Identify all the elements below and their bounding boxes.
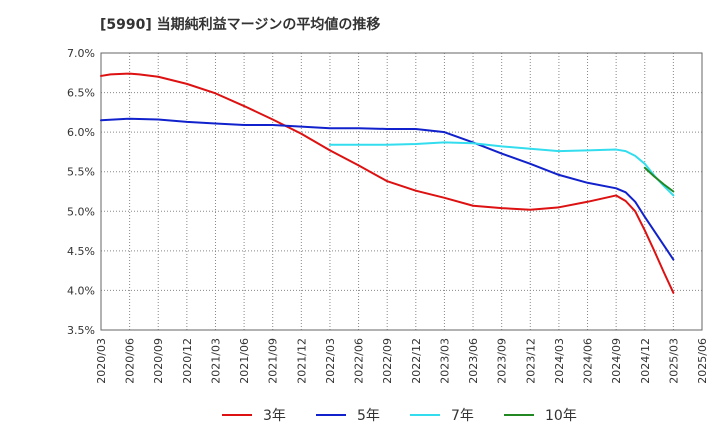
series-line-3年 — [100, 72, 675, 294]
y-tick-label: 5.0% — [67, 205, 95, 218]
x-tick-label: 2020/03 — [95, 338, 108, 384]
axis-layer: 3.5% 4.0% 4.5% 5.0% 5.5% 6.0% 6.5% 7.0% 2020/03 2… — [67, 47, 709, 384]
x-tick-label: 2021/03 — [209, 338, 222, 384]
x-tick-label: 2023/06 — [467, 338, 480, 384]
series-layer — [100, 72, 675, 294]
x-tick-label: 2020/12 — [181, 338, 194, 384]
x-tick-label: 2020/06 — [124, 338, 137, 384]
x-tick-label: 2024/06 — [582, 338, 595, 384]
x-tick-label: 2022/12 — [410, 338, 423, 384]
x-tick-label: 2024/03 — [553, 338, 566, 384]
y-tick-label: 7.0% — [67, 47, 95, 60]
y-tick-label: 4.0% — [67, 284, 95, 297]
x-tick-label: 2022/03 — [324, 338, 337, 384]
y-tick-label: 5.5% — [67, 166, 95, 179]
legend: 3年 5年 7年 10年 — [222, 408, 577, 424]
x-tick-label: 2025/03 — [667, 338, 680, 384]
series-line-10年 — [643, 166, 675, 193]
chart-title: [5990] 当期純利益マージンの平均値の推移 — [100, 17, 381, 33]
plot-frame — [100, 52, 703, 331]
x-tick-label: 2022/06 — [353, 338, 366, 384]
x-tick-label: 2022/09 — [381, 338, 394, 384]
x-tick-label: 2025/06 — [696, 338, 709, 384]
grid-layer — [101, 53, 702, 330]
x-tick-label: 2023/12 — [524, 338, 537, 384]
y-tick-label: 6.0% — [67, 126, 95, 139]
x-tick-label: 2021/06 — [238, 338, 251, 384]
series-line-7年 — [328, 141, 675, 197]
x-tick-label: 2024/09 — [610, 338, 623, 384]
y-tick-label: 3.5% — [67, 324, 95, 337]
y-tick-label: 4.5% — [67, 245, 95, 258]
y-tick-label: 6.5% — [67, 87, 95, 100]
x-tick-label: 2020/09 — [152, 338, 165, 384]
x-tick-label: 2021/12 — [295, 338, 308, 384]
x-tick-label: 2023/09 — [496, 338, 509, 384]
legend-label: 10年 — [545, 408, 577, 424]
legend-label: 5年 — [357, 408, 380, 424]
x-tick-label: 2024/12 — [639, 338, 652, 384]
legend-label: 3年 — [263, 408, 286, 424]
legend-label: 7年 — [451, 408, 474, 424]
series-line-5年 — [100, 117, 675, 261]
x-tick-label: 2021/09 — [267, 338, 280, 384]
x-tick-label: 2023/03 — [438, 338, 451, 384]
